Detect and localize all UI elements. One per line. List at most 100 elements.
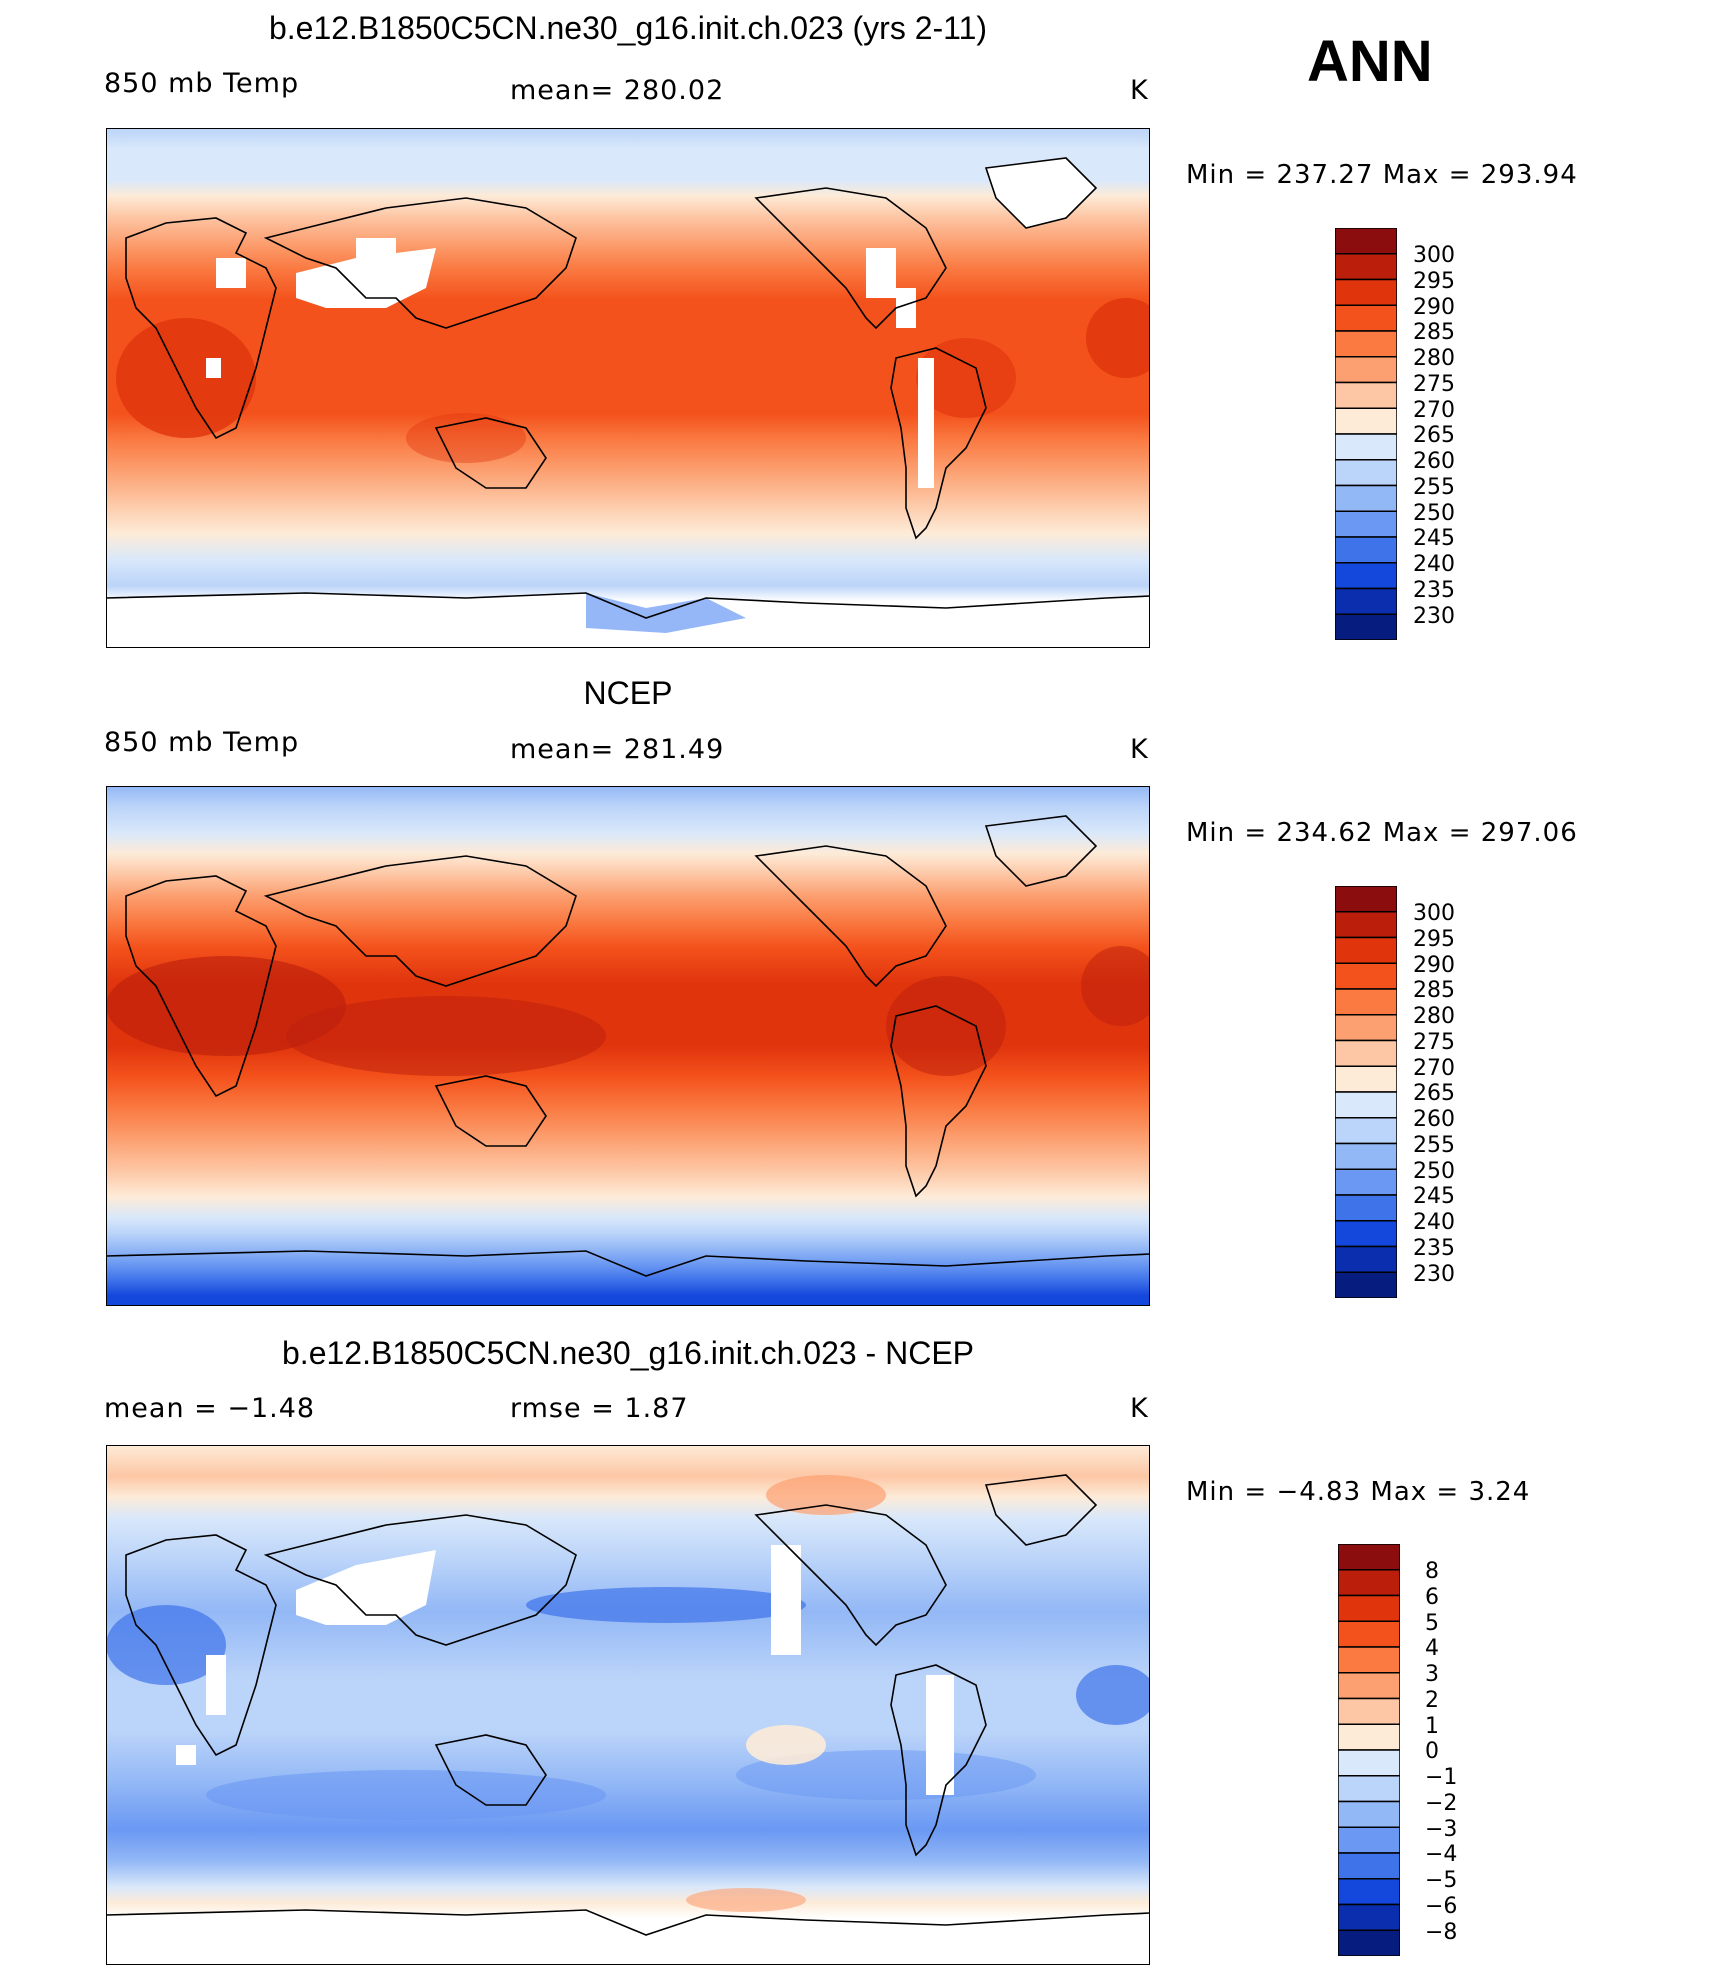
- colorbar-swatch: [1334, 1220, 1398, 1248]
- colorbar-tick-label: 245: [1413, 526, 1455, 552]
- colorbar-tick-label: 250: [1413, 500, 1455, 526]
- warm-anomaly-patches: [686, 1475, 886, 1912]
- colorbar-swatch: [1334, 536, 1398, 564]
- colorbar-swatch: [1334, 433, 1398, 461]
- topography-mask: [176, 1545, 954, 1795]
- coastlines: [106, 1474, 1150, 1936]
- colorbar-swatch: [1337, 1775, 1401, 1803]
- colorbar-tick-label: 6: [1425, 1584, 1439, 1610]
- colorbar-swatch: [1334, 1142, 1398, 1170]
- topography-mask: [206, 238, 934, 488]
- mean-label: mean= 280.02: [510, 75, 725, 106]
- min-max-label: Min = 237.27 Max = 293.94: [1186, 160, 1578, 190]
- colorbar-swatch: [1334, 330, 1398, 358]
- colorbar-tick-label: 235: [1413, 1235, 1455, 1261]
- colorbar-swatch: [1337, 1723, 1401, 1751]
- colorbar-swatch: [1337, 1697, 1401, 1725]
- colorbar-swatch: [1334, 407, 1398, 435]
- colorbar-swatch: [1334, 253, 1398, 281]
- colorbar-swatch: [1334, 988, 1398, 1016]
- colorbar-swatch: [1334, 381, 1398, 409]
- rmse-label: rmse = 1.87: [510, 1393, 689, 1424]
- colorbar-swatch: [1334, 484, 1398, 512]
- colorbar-swatch: [1337, 1594, 1401, 1622]
- colorbar-swatch: [1337, 1929, 1401, 1957]
- min-max-label: Min = 234.62 Max = 297.06: [1186, 818, 1578, 848]
- colorbar-tick-label: 300: [1413, 901, 1455, 926]
- panel-title: NCEP: [583, 675, 673, 711]
- colorbar-swatch: [1334, 962, 1398, 990]
- contour-map: [106, 786, 1150, 1306]
- colorbar-swatch: [1334, 936, 1398, 964]
- colorbar-swatch: [1337, 1646, 1401, 1674]
- colorbar-swatches: [1334, 885, 1398, 1299]
- colorbar-tick-label: 245: [1413, 1184, 1455, 1210]
- colorbar-swatch: [1334, 562, 1398, 590]
- colorbar-swatch: [1334, 1168, 1398, 1196]
- colorbar-swatch: [1334, 587, 1398, 615]
- colorbar-swatches: [1337, 1543, 1401, 1957]
- units-label: K: [1130, 1393, 1149, 1424]
- colorbar-tick-label: 285: [1413, 978, 1455, 1004]
- colorbar-tick-label: 1: [1425, 1713, 1439, 1739]
- colorbar-swatch: [1337, 1543, 1401, 1571]
- colorbar-tick-label: 300: [1413, 243, 1455, 268]
- colorbar-tick-label: −8: [1425, 1919, 1458, 1945]
- colorbar-swatch: [1337, 1903, 1401, 1931]
- colorbar-tick-label: −6: [1425, 1893, 1458, 1919]
- colorbar-tick-label: 260: [1413, 449, 1455, 474]
- colorbar-swatch: [1334, 356, 1398, 384]
- colorbar-tick-label: 275: [1413, 1029, 1455, 1055]
- colorbar-tick-label: 275: [1413, 371, 1455, 397]
- colorbar-tick-label: 270: [1413, 1055, 1455, 1081]
- colorbar-tick-label: −1: [1425, 1765, 1458, 1790]
- colorbar: [1334, 227, 1398, 641]
- colorbar-tick-label: 265: [1413, 423, 1455, 449]
- colorbar-swatches: [1334, 227, 1398, 641]
- colorbar-tick-label: 5: [1425, 1610, 1439, 1636]
- colorbar-swatch: [1334, 1014, 1398, 1042]
- colorbar-tick-label: 4: [1425, 1636, 1439, 1662]
- colorbar-swatch: [1337, 1800, 1401, 1828]
- mean-label: mean = −1.48: [104, 1393, 316, 1424]
- colorbar-tick-label: 260: [1413, 1107, 1455, 1132]
- colorbar-swatch: [1337, 1852, 1401, 1880]
- colorbar-swatch: [1334, 278, 1398, 306]
- colorbar-tick-label: 230: [1413, 1261, 1455, 1287]
- colorbar-swatch: [1334, 911, 1398, 939]
- colorbar-tick-label: 295: [1413, 268, 1455, 294]
- colorbar-tick-label: 8: [1425, 1559, 1439, 1584]
- colorbar-tick-label: 280: [1413, 1004, 1455, 1029]
- colorbar-tick-label: −3: [1425, 1816, 1458, 1842]
- colorbar-tick-label: 0: [1425, 1739, 1439, 1765]
- coastlines: [106, 157, 1150, 619]
- panel-title: b.e12.B1850C5CN.ne30_g16.init.ch.023 (yr…: [268, 10, 988, 46]
- colorbar-swatch: [1334, 227, 1398, 255]
- colorbar-swatch: [1334, 1065, 1398, 1093]
- colorbar-tick-label: 285: [1413, 320, 1455, 346]
- colorbar-swatch: [1334, 1245, 1398, 1273]
- colorbar-tick-label: 295: [1413, 926, 1455, 952]
- colorbar-tick-label: 230: [1413, 603, 1455, 629]
- colorbar-swatch: [1337, 1672, 1401, 1700]
- colorbar-swatch: [1337, 1749, 1401, 1777]
- colorbar-tick-label: 255: [1413, 1132, 1455, 1158]
- colorbar: [1337, 1543, 1401, 1957]
- colorbar-swatch: [1334, 613, 1398, 641]
- colorbar-tick-label: 265: [1413, 1081, 1455, 1107]
- colorbar-swatch: [1337, 1878, 1401, 1906]
- colorbar-tick-label: −5: [1425, 1868, 1458, 1893]
- colorbar-swatch: [1337, 1620, 1401, 1648]
- greenland-ice: [986, 158, 1096, 228]
- colorbar-swatch: [1334, 304, 1398, 332]
- colorbar-swatch: [1334, 885, 1398, 913]
- colorbar-tick-label: 250: [1413, 1158, 1455, 1184]
- units-label: K: [1130, 75, 1149, 106]
- colorbar-swatch: [1334, 1039, 1398, 1067]
- colorbar-tick-label: 280: [1413, 346, 1455, 371]
- colorbar-tick-label: 270: [1413, 397, 1455, 423]
- colorbar-swatch: [1334, 1091, 1398, 1119]
- season-label: ANN: [1307, 29, 1433, 94]
- colorbar-tick-label: 255: [1413, 474, 1455, 500]
- panel-title: b.e12.B1850C5CN.ne30_g16.init.ch.023 - N…: [282, 1335, 974, 1371]
